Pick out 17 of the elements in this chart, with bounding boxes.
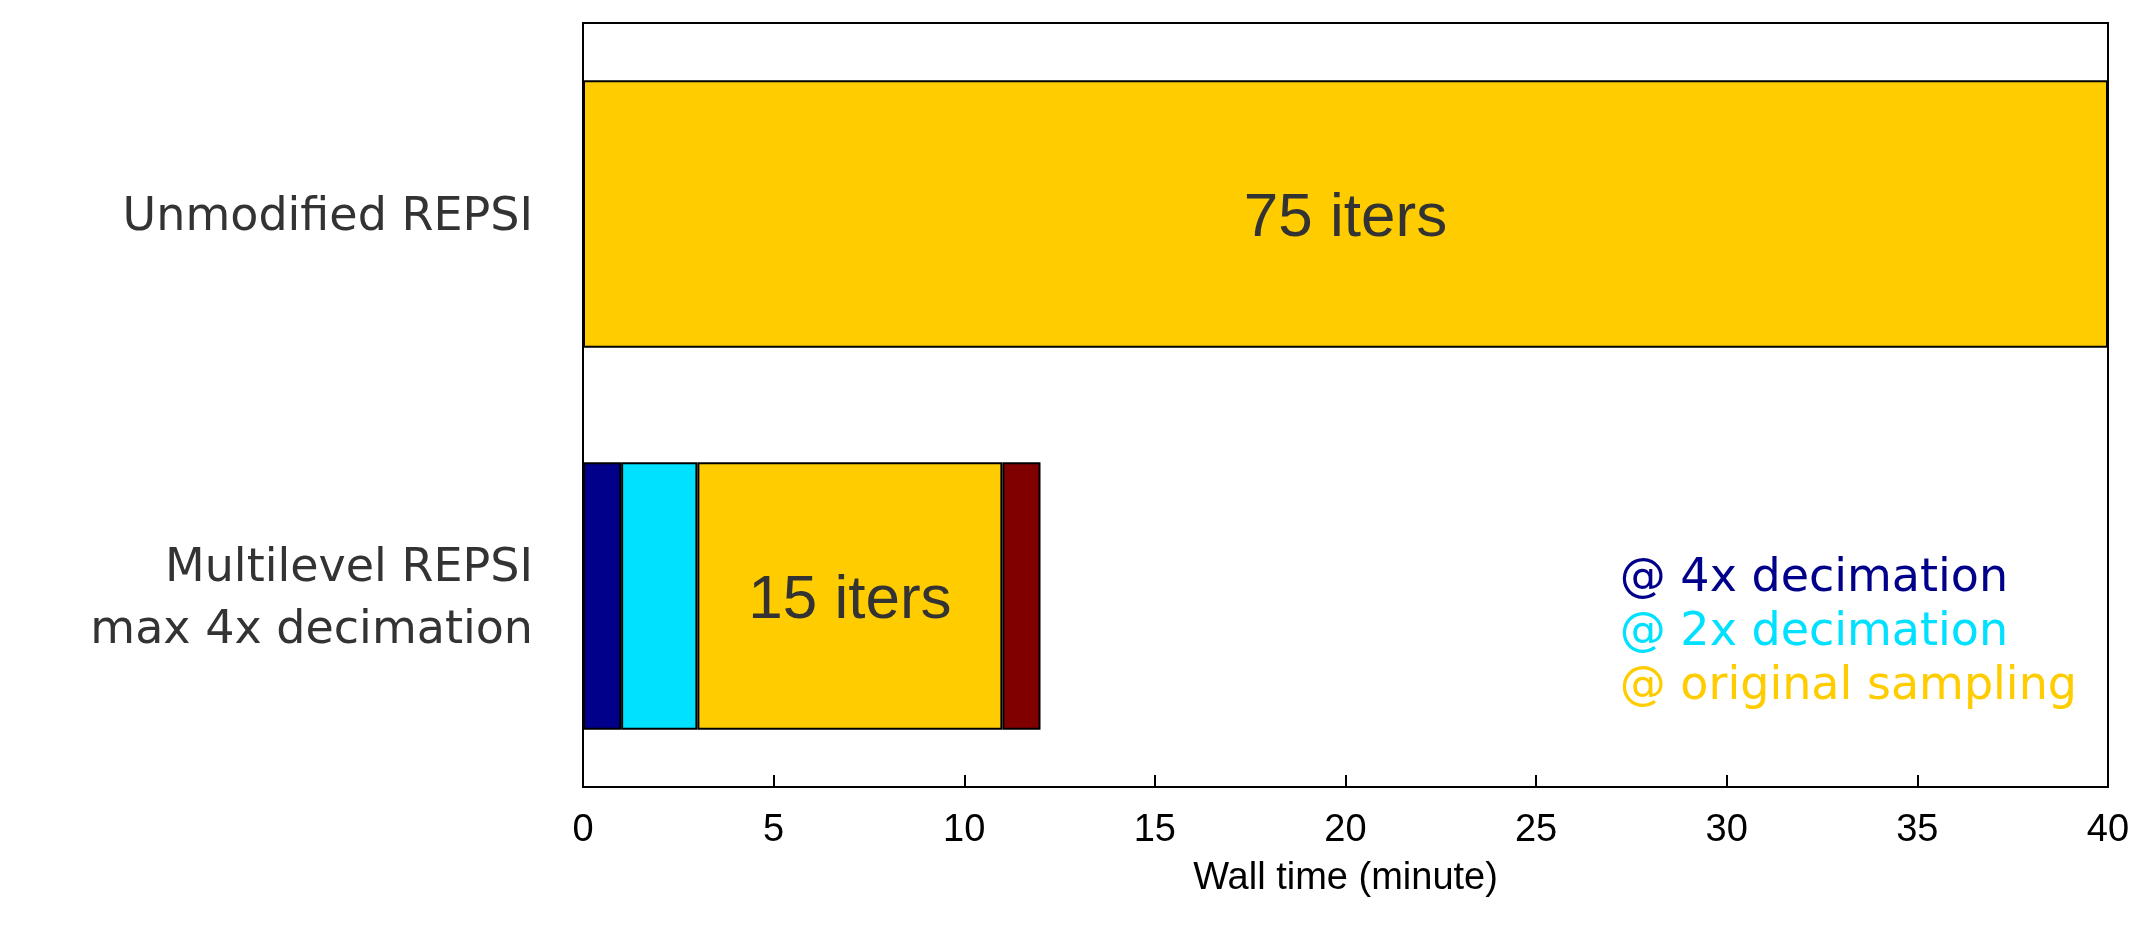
x-tick-label: 15 [1133,807,1177,849]
x-tick-label: 35 [1896,807,1939,849]
text: @ 4x decimation [1619,548,2009,602]
annotation: 75 iters [1243,179,1448,249]
text: @ original sampling [1619,656,2078,710]
text: @ 2x decimation [1619,602,2009,656]
y-tick-label: Multilevel REPSI max 4x decimation [90,538,533,654]
x-tick-label: 10 [943,807,986,849]
y-tick-label: Unmodified REPSI [122,187,533,241]
x-tick-label: 5 [763,807,785,849]
x-tick-label: 25 [1514,807,1558,849]
x-tick-label: 30 [1705,807,1748,849]
annotation: 15 iters [748,561,952,631]
x-tick-label: 0 [572,807,594,849]
x-axis-title: Wall time (minute) [1193,855,1498,897]
x-tick-label: 20 [1324,807,1367,849]
x-tick-label: 40 [2086,807,2130,849]
